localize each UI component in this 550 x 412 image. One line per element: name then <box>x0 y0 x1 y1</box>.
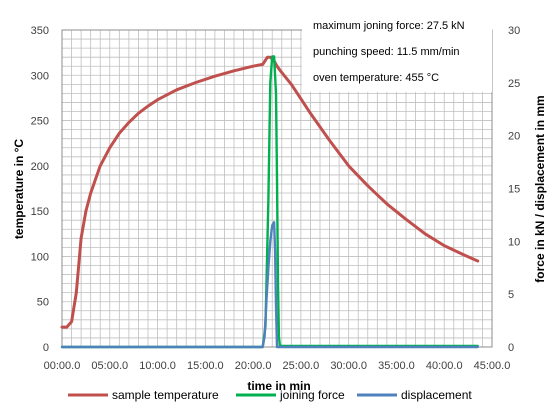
series-line-displacement <box>60 221 479 349</box>
legend-item-joining-force: joining force <box>236 388 345 402</box>
y-tick-label-left: 50 <box>37 297 49 309</box>
annotation-box: maximum joning force: 27.5 kN punching s… <box>302 12 492 92</box>
x-tick-label: 40:00.0 <box>426 360 463 372</box>
x-tick-label: 05:00.0 <box>91 360 128 372</box>
y-tick-label-left: 350 <box>31 25 49 37</box>
y-tick-label-right: 20 <box>508 131 520 143</box>
x-tick-label: 45:00.0 <box>474 360 511 372</box>
y-tick-label-left: 150 <box>31 206 49 218</box>
tick-labels: 0 50 100 150 200 250 300 350 0 5 10 15 20 25 30 00:00.0… <box>31 25 521 372</box>
x-tick-label: 15:00.0 <box>187 360 224 372</box>
legend-label-displacement: displacement <box>401 388 472 402</box>
annotation-max-force: maximum joning force: 27.5 kN <box>313 20 465 32</box>
y-tick-label-right: 15 <box>508 184 520 196</box>
y-tick-label-left: 0 <box>43 342 49 354</box>
y-tick-label-right: 5 <box>508 289 514 301</box>
y-tick-label-right: 25 <box>508 78 520 90</box>
x-tick-label: 25:00.0 <box>283 360 320 372</box>
y-tick-label-left: 300 <box>31 70 49 82</box>
y-tick-label-right: 30 <box>508 25 520 37</box>
legend-label-joining-force: joining force <box>279 388 345 402</box>
y-tick-label-right: 0 <box>508 342 514 354</box>
y-tick-label-left: 100 <box>31 251 49 263</box>
annotation-oven-temperature: oven temperature: 455 °C <box>313 72 439 84</box>
legend-item-sample-temperature: sample temperature <box>68 388 219 402</box>
x-tick-label: 00:00.0 <box>44 360 81 372</box>
y-axis-right-title: force in kN / displacement in mm <box>533 95 547 282</box>
x-tick-label: 35:00.0 <box>378 360 415 372</box>
y-axis-left-title: temperature in °C <box>12 139 26 239</box>
series-group <box>60 55 480 349</box>
legend: sample temperature joining force displac… <box>68 388 472 402</box>
annotation-punching-speed: punching speed: 11.5 mm/min <box>313 46 460 58</box>
series-line-sample-temperature <box>60 55 480 329</box>
legend-item-displacement: displacement <box>357 388 472 402</box>
x-tick-label: 10:00.0 <box>139 360 176 372</box>
y-tick-label-left: 200 <box>31 161 49 173</box>
x-axis-title: time in min <box>247 379 310 393</box>
y-tick-label-right: 10 <box>508 236 520 248</box>
legend-label-sample-temperature: sample temperature <box>112 388 219 402</box>
x-tick-label: 20:00.0 <box>235 360 272 372</box>
x-tick-label: 30:00.0 <box>330 360 367 372</box>
y-tick-label-left: 250 <box>31 116 49 128</box>
